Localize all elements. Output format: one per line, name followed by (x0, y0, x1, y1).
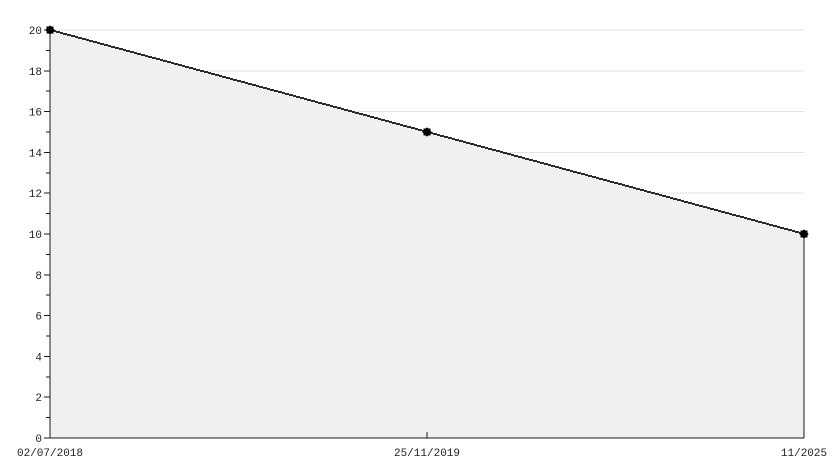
svg-text:14: 14 (29, 148, 43, 160)
svg-text:6: 6 (35, 312, 42, 324)
svg-text:16: 16 (29, 108, 42, 120)
svg-text:2: 2 (35, 393, 42, 405)
svg-text:8: 8 (35, 271, 42, 283)
svg-text:10: 10 (29, 230, 42, 242)
svg-text:4: 4 (35, 352, 42, 364)
svg-text:18: 18 (29, 67, 42, 79)
svg-text:02/07/2018: 02/07/2018 (17, 448, 83, 460)
svg-text:12: 12 (29, 189, 42, 201)
svg-text:0: 0 (35, 434, 42, 446)
svg-text:25/11/2019: 25/11/2019 (394, 448, 460, 460)
svg-text:11/2025: 11/2025 (781, 448, 827, 460)
svg-text:20: 20 (29, 26, 42, 38)
